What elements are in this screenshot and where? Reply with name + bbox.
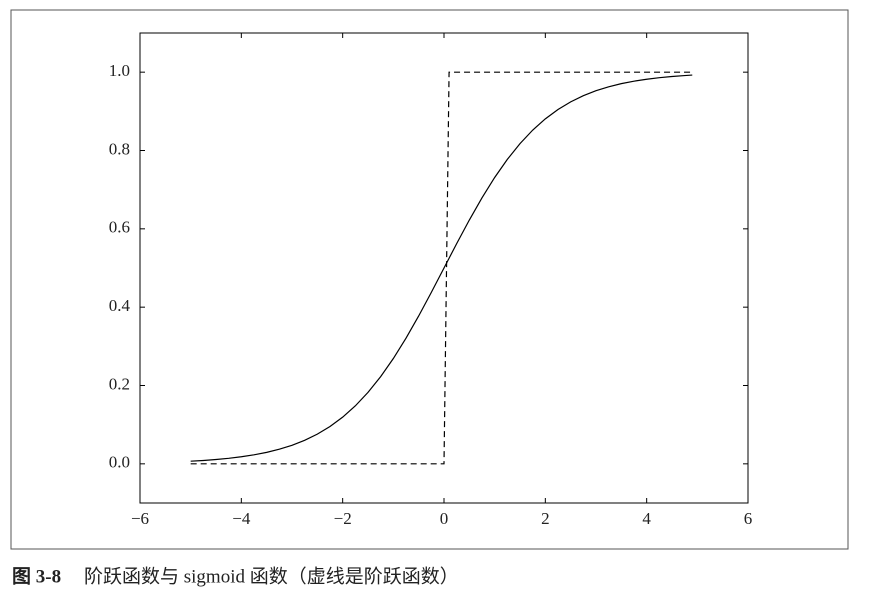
caption-label: 图 3-8 bbox=[12, 565, 61, 587]
x-tick-label: −6 bbox=[131, 509, 149, 528]
x-tick-label: 6 bbox=[744, 509, 753, 528]
x-tick-label: 4 bbox=[642, 509, 651, 528]
y-tick-label: 0.8 bbox=[109, 139, 130, 158]
y-tick-label: 0.0 bbox=[109, 453, 130, 472]
x-tick-label: 0 bbox=[440, 509, 449, 528]
series-line bbox=[190, 71, 693, 465]
y-tick-label: 0.2 bbox=[109, 374, 130, 393]
x-tick-label: −4 bbox=[232, 509, 251, 528]
y-tick-label: 1.0 bbox=[109, 61, 130, 80]
figure-frame bbox=[10, 9, 849, 550]
series-line bbox=[190, 74, 693, 462]
y-tick-label: 0.6 bbox=[109, 218, 130, 237]
x-tick-label: 2 bbox=[541, 509, 550, 528]
x-tick-label: −2 bbox=[334, 509, 352, 528]
y-tick-label: 0.4 bbox=[109, 296, 131, 315]
caption: 阶跃函数与 sigmoid 函数（虚线是阶跃函数） bbox=[84, 565, 459, 587]
